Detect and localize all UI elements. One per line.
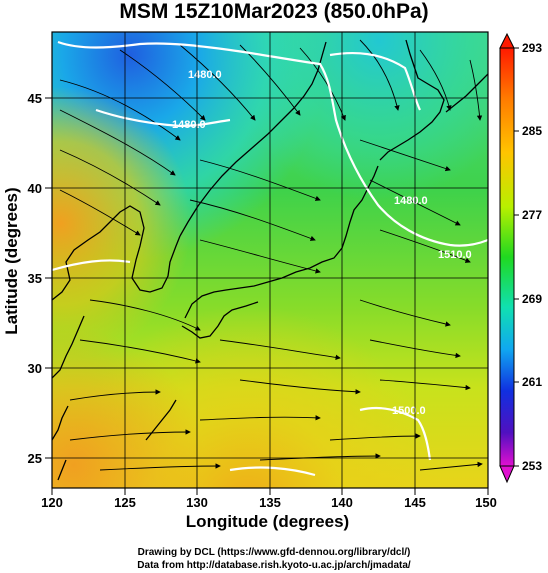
- y-tick-labels: 25 30 35 40 45: [28, 91, 42, 466]
- colorbar-tick-label: 253: [522, 459, 542, 473]
- contour-label: 1480.0: [172, 119, 206, 131]
- x-tick-labels: 120 125 130 135 140 145 150: [41, 495, 497, 510]
- colorbar-max-arrow: [499, 32, 515, 49]
- y-tick-label: 35: [28, 271, 42, 286]
- y-tick-label: 40: [28, 181, 42, 196]
- grid-lines: [52, 32, 488, 488]
- colorbar-tick-label: 277: [522, 208, 542, 222]
- coastlines: [52, 39, 488, 481]
- colorbar-tick-label: 269: [522, 292, 542, 306]
- wind-streamlines: [59, 39, 483, 471]
- y-tick-label: 30: [28, 361, 42, 376]
- credits: Drawing by DCL (https://www.gfd-dennou.o…: [0, 546, 548, 572]
- y-axis-label: Latitude (degrees): [2, 187, 21, 335]
- colorbar-tick-label: 293: [522, 41, 542, 55]
- colorbar-tick-label: 285: [522, 124, 542, 138]
- x-tick-label: 145: [404, 495, 426, 510]
- x-tick-label: 125: [114, 495, 136, 510]
- page-title: MSM 15Z10Mar2023 (850.0hPa): [119, 0, 429, 23]
- credit-drawing: Drawing by DCL (https://www.gfd-dennou.o…: [137, 547, 411, 558]
- x-tick-label: 140: [331, 495, 353, 510]
- y-tick-label: 25: [28, 451, 42, 466]
- x-tick-label: 120: [41, 495, 63, 510]
- x-tick-label: 150: [475, 495, 497, 510]
- colorbar-tick-label: 261: [522, 375, 542, 389]
- y-tick-label: 45: [28, 91, 42, 106]
- geopotential-contours: [52, 40, 488, 477]
- x-axis-label: Longitude (degrees): [185, 512, 350, 531]
- contour-label: 1480.0: [188, 69, 222, 81]
- contour-label: 1510.0: [438, 249, 472, 261]
- colorbar: 293 285 277 269 261 253: [499, 32, 542, 484]
- contour-label: 1480.0: [394, 195, 428, 207]
- x-tick-label: 130: [186, 495, 208, 510]
- axis-ticks: [45, 97, 489, 495]
- contour-label: 1500.0: [392, 405, 426, 417]
- x-tick-label: 135: [259, 495, 281, 510]
- colorbar-min-arrow: [499, 465, 515, 484]
- credit-data: Data from http://database.rish.kyoto-u.a…: [137, 560, 411, 571]
- temperature-field: 1480.0 1480.0 1480.0 1510.0 1500.0: [52, 32, 488, 488]
